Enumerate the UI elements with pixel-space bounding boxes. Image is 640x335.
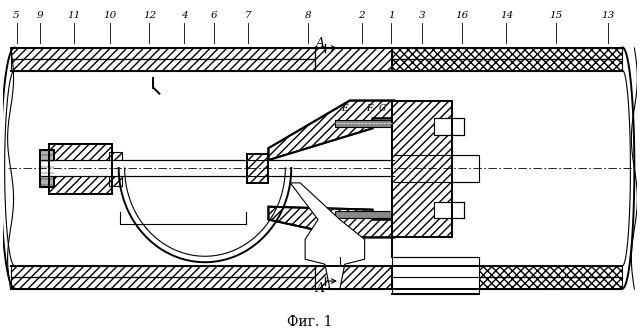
Text: A: A <box>316 282 324 295</box>
Polygon shape <box>268 207 394 238</box>
Polygon shape <box>49 144 112 194</box>
Text: Фиг. 1: Фиг. 1 <box>287 315 333 329</box>
Polygon shape <box>392 48 623 59</box>
Text: 15: 15 <box>549 11 563 20</box>
Text: 1: 1 <box>388 11 395 20</box>
Polygon shape <box>40 150 54 187</box>
Text: 6: 6 <box>211 11 217 20</box>
Polygon shape <box>11 48 315 59</box>
Text: 4: 4 <box>181 11 188 20</box>
Polygon shape <box>291 183 365 289</box>
Text: 3: 3 <box>419 11 426 20</box>
Polygon shape <box>315 48 392 71</box>
Text: 8: 8 <box>305 11 312 20</box>
Polygon shape <box>335 120 392 127</box>
Text: 16: 16 <box>455 11 468 20</box>
Polygon shape <box>335 211 392 217</box>
Text: 14: 14 <box>500 11 513 20</box>
Text: 9: 9 <box>37 11 44 20</box>
Polygon shape <box>40 160 394 176</box>
Polygon shape <box>109 152 122 186</box>
Circle shape <box>75 163 85 173</box>
Polygon shape <box>434 202 464 217</box>
Text: 13: 13 <box>601 11 614 20</box>
Polygon shape <box>392 59 623 71</box>
Polygon shape <box>315 266 392 289</box>
Polygon shape <box>392 277 623 289</box>
Polygon shape <box>434 118 464 135</box>
Text: 11: 11 <box>67 11 81 20</box>
Text: 12: 12 <box>143 11 156 20</box>
Polygon shape <box>11 266 315 277</box>
Polygon shape <box>392 257 479 294</box>
Text: 10: 10 <box>103 11 116 20</box>
Text: 7: 7 <box>244 11 251 20</box>
Text: 2: 2 <box>358 11 365 20</box>
Text: A: A <box>316 37 324 50</box>
Polygon shape <box>11 59 315 71</box>
Polygon shape <box>392 266 623 277</box>
Polygon shape <box>394 155 479 182</box>
Polygon shape <box>11 277 315 289</box>
Polygon shape <box>268 100 394 160</box>
Text: G: G <box>379 104 386 113</box>
Text: 5: 5 <box>13 11 20 20</box>
Text: F: F <box>367 104 372 113</box>
Text: E: E <box>342 104 348 113</box>
Polygon shape <box>392 100 452 238</box>
Polygon shape <box>246 154 268 183</box>
